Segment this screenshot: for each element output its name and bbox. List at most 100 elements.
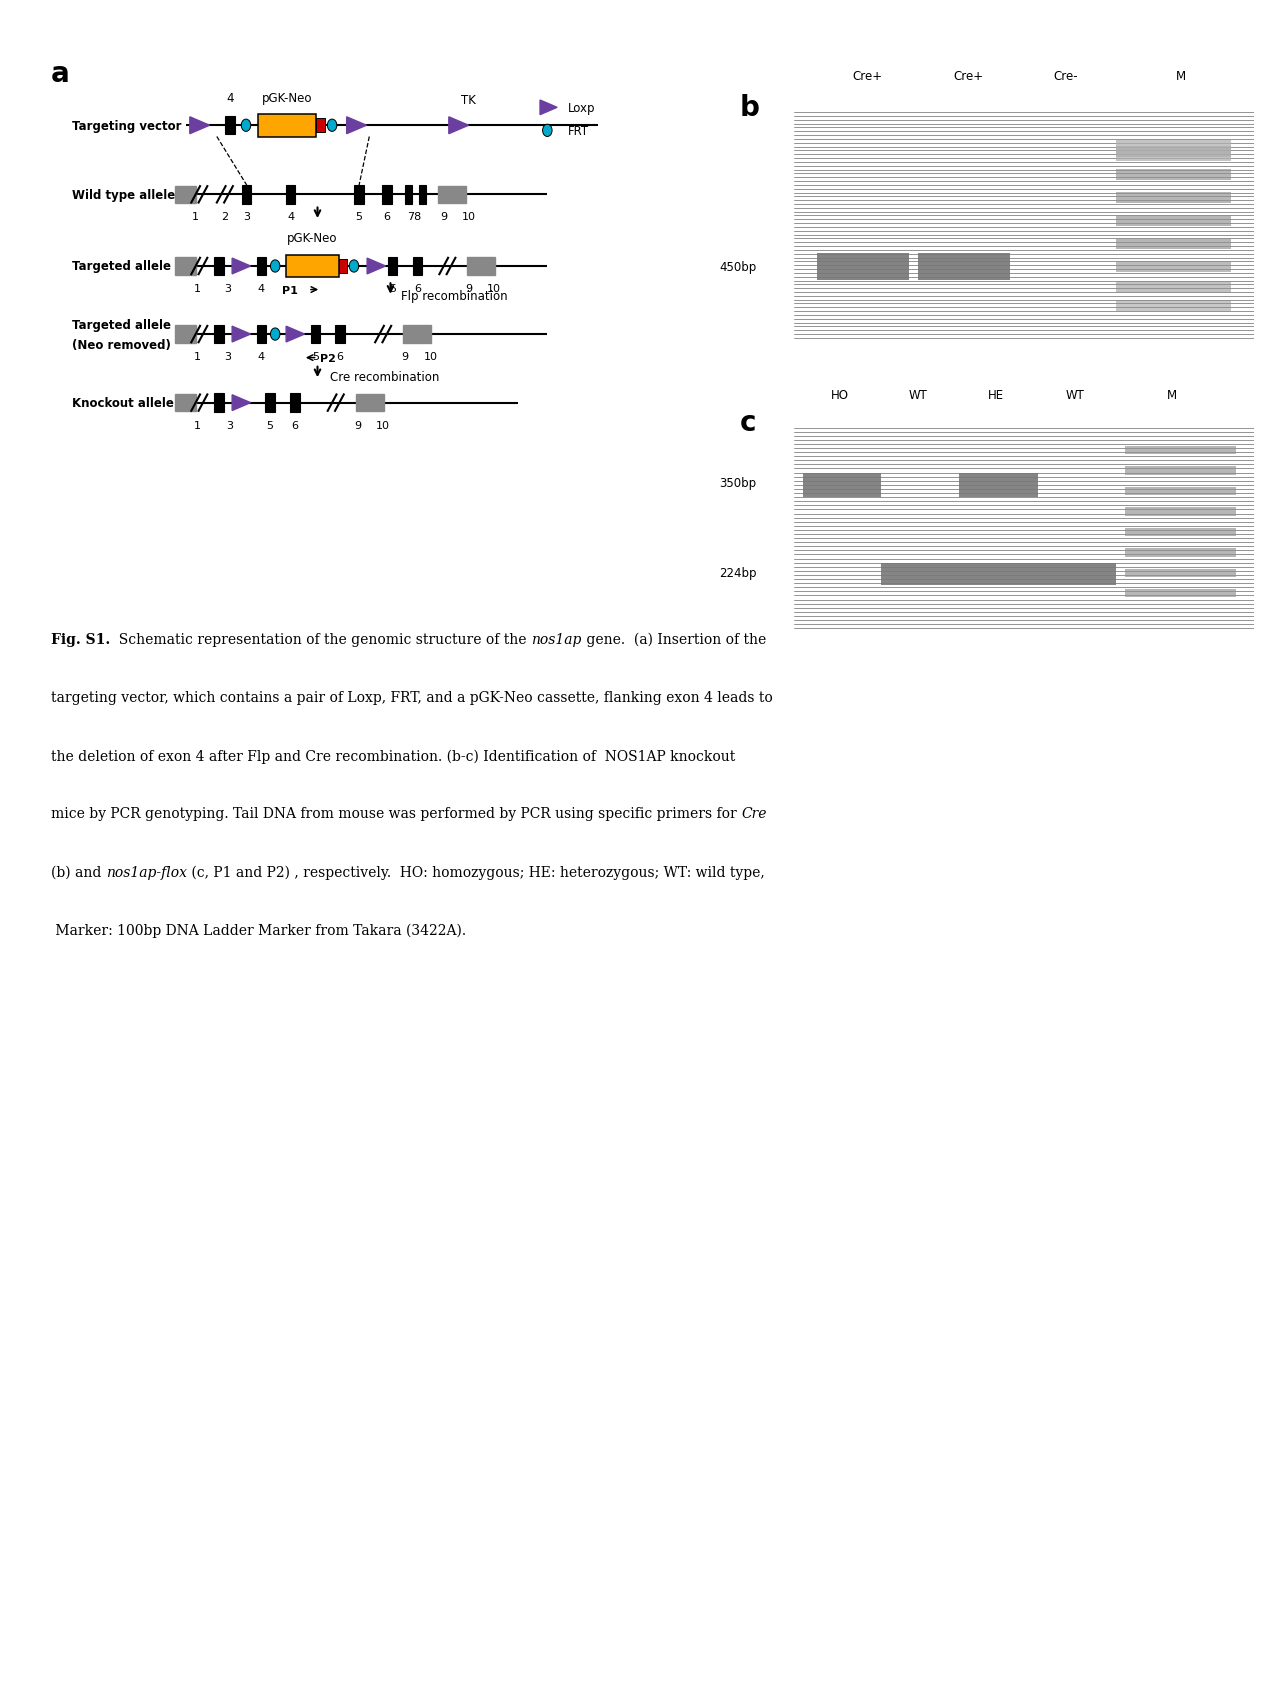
Text: Flp recombination: Flp recombination	[402, 290, 508, 302]
Bar	[355, 186, 364, 205]
Bar	[438, 186, 466, 205]
Text: 4: 4	[257, 283, 265, 293]
Bar	[225, 118, 234, 135]
Text: Cre: Cre	[741, 806, 767, 822]
Bar	[1125, 488, 1236, 496]
Text: Cre recombination: Cre recombination	[330, 370, 439, 384]
Bar	[214, 394, 224, 413]
Text: 10: 10	[488, 283, 500, 293]
Bar	[960, 563, 1038, 587]
Text: P1: P1	[282, 285, 298, 295]
Text: a: a	[51, 60, 70, 87]
Text: HO: HO	[831, 389, 849, 402]
Bar	[1116, 261, 1231, 273]
Text: 10: 10	[424, 351, 438, 361]
Text: 1: 1	[193, 351, 201, 361]
Text: 3: 3	[243, 211, 250, 222]
Polygon shape	[232, 396, 251, 411]
Bar	[1125, 467, 1236, 476]
Text: Targeted allele: Targeted allele	[72, 261, 170, 273]
Bar	[1116, 300, 1231, 312]
Text: 3: 3	[224, 283, 232, 293]
Bar	[175, 326, 196, 343]
Ellipse shape	[241, 119, 251, 133]
Bar	[467, 257, 495, 276]
Text: 1: 1	[192, 211, 200, 222]
Bar	[1116, 283, 1231, 293]
Text: the deletion of exon 4 after Flp and Cre recombination. (b-c) Identification of : the deletion of exon 4 after Flp and Cre…	[51, 748, 736, 764]
Bar	[404, 186, 412, 205]
Bar	[388, 257, 397, 276]
Text: nos1ap: nos1ap	[531, 633, 581, 646]
Text: Knockout allele: Knockout allele	[72, 397, 174, 409]
Bar	[175, 186, 196, 205]
Ellipse shape	[270, 261, 280, 273]
Bar	[1125, 569, 1236, 578]
Bar	[1125, 529, 1236, 537]
Bar	[1038, 563, 1116, 587]
Text: 350bp: 350bp	[719, 477, 756, 489]
Text: P2: P2	[320, 353, 335, 363]
Bar	[381, 186, 392, 205]
Text: Targeted allele: Targeted allele	[72, 319, 170, 332]
Text: 9: 9	[465, 283, 472, 293]
Polygon shape	[232, 327, 251, 343]
Bar	[311, 326, 320, 344]
Polygon shape	[540, 101, 557, 116]
Text: 6: 6	[383, 211, 390, 222]
Bar	[356, 394, 384, 413]
Text: FRT: FRT	[568, 124, 589, 138]
Bar	[287, 256, 339, 278]
Bar	[214, 257, 224, 276]
Text: Marker: 100bp DNA Ladder Marker from Takara (3422A).: Marker: 100bp DNA Ladder Marker from Tak…	[51, 924, 466, 938]
Text: Loxp: Loxp	[568, 102, 595, 114]
Text: gene.  (a) Insertion of the: gene. (a) Insertion of the	[581, 633, 765, 646]
Polygon shape	[449, 118, 468, 135]
Bar	[335, 326, 344, 344]
Polygon shape	[189, 118, 210, 135]
Bar	[257, 114, 316, 138]
Bar	[1116, 193, 1231, 205]
Bar	[316, 119, 325, 133]
Text: 1: 1	[193, 283, 201, 293]
Text: 5: 5	[266, 421, 274, 430]
Text: (b) and: (b) and	[51, 864, 106, 880]
Bar	[256, 257, 266, 276]
Text: TK: TK	[461, 94, 476, 107]
Text: WT: WT	[1065, 389, 1084, 402]
Bar	[403, 326, 430, 343]
Bar	[214, 326, 224, 344]
Bar	[1125, 590, 1236, 598]
Bar	[256, 326, 266, 344]
Bar	[265, 394, 275, 413]
Text: Wild type allele: Wild type allele	[72, 189, 175, 201]
Text: 4: 4	[227, 92, 234, 104]
Text: HE: HE	[988, 389, 1005, 402]
Text: 10: 10	[376, 421, 390, 430]
Text: 4: 4	[257, 351, 265, 361]
Text: mice by PCR genotyping. Tail DNA from mouse was performed by PCR using specific : mice by PCR genotyping. Tail DNA from mo…	[51, 806, 741, 822]
Text: pGK-Neo: pGK-Neo	[261, 92, 312, 104]
Text: Targeting vector: Targeting vector	[72, 119, 182, 133]
Text: (Neo removed): (Neo removed)	[72, 339, 170, 351]
Text: WT: WT	[909, 389, 928, 402]
Bar	[339, 259, 347, 275]
Ellipse shape	[349, 261, 358, 273]
Text: 3: 3	[224, 351, 232, 361]
Bar	[412, 257, 422, 276]
Text: 224bp: 224bp	[719, 568, 756, 580]
Bar	[1116, 239, 1231, 251]
Ellipse shape	[328, 119, 337, 133]
Text: 2: 2	[221, 211, 228, 222]
Text: M: M	[1175, 70, 1185, 84]
Bar	[419, 186, 426, 205]
Bar	[817, 254, 909, 281]
Text: 78: 78	[407, 211, 421, 222]
Text: 3: 3	[227, 421, 233, 430]
Text: 5: 5	[389, 283, 396, 293]
Polygon shape	[287, 327, 305, 343]
Text: 9: 9	[440, 211, 447, 222]
Bar	[1125, 508, 1236, 517]
Polygon shape	[232, 259, 251, 275]
Text: 1: 1	[193, 421, 201, 430]
